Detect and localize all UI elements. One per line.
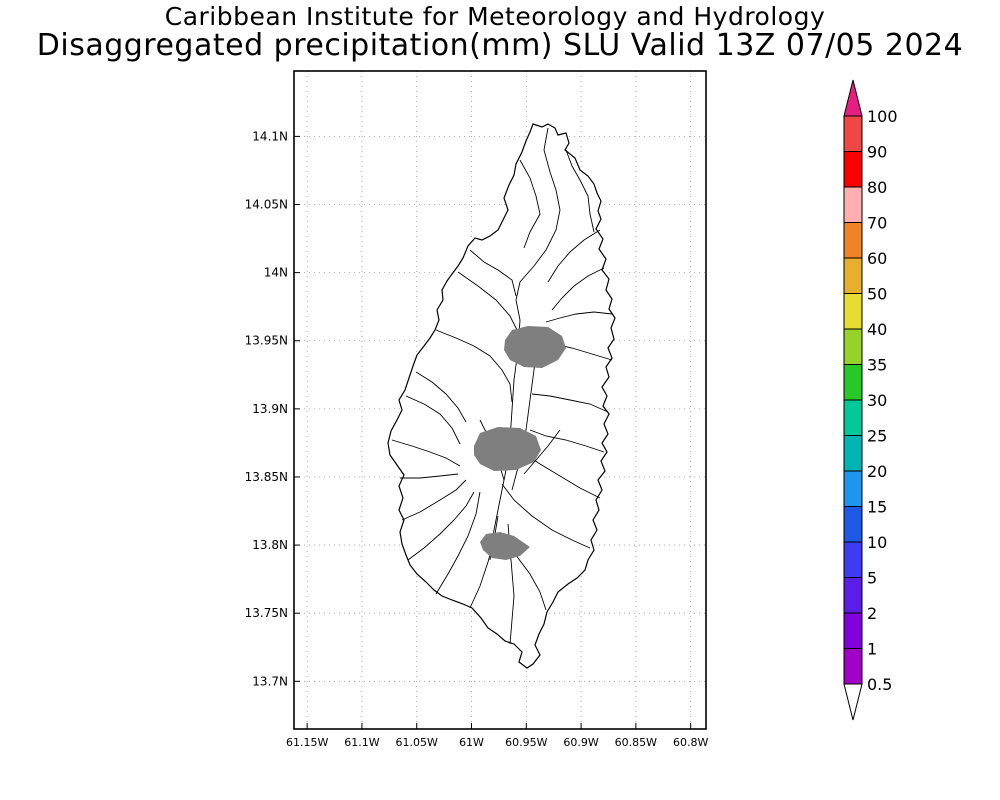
y-axis: 14.1N 14.05N 14N 13.95N 13.9N 13.85N 13.8N 13.7…: [245, 129, 300, 688]
colorbar-box: [843, 115, 863, 152]
map-frame: [293, 70, 707, 730]
colorbar-box: [843, 222, 863, 259]
colorbar-label: 80: [867, 178, 887, 197]
island-outline: [387, 123, 616, 669]
y-tick-label: 13.9N: [252, 402, 288, 416]
colorbar-box: [843, 435, 863, 472]
x-tick-label: 61.05W: [396, 736, 438, 749]
title-institute: Caribbean Institute for Meteorology and …: [164, 2, 826, 31]
y-tick-label: 13.8N: [252, 538, 288, 552]
colorbar-box: [843, 328, 863, 365]
y-tick-label: 13.85N: [245, 470, 288, 484]
colorbar-label: 20: [867, 462, 887, 481]
colorbar-label: 70: [867, 214, 887, 233]
precip-cell-central: [474, 427, 541, 471]
colorbar-label: 100: [867, 107, 898, 126]
x-tick-label: 61.15W: [286, 736, 328, 749]
colorbar-label: 50: [867, 285, 887, 304]
colorbar-label: 90: [867, 143, 887, 162]
y-tick-label: 14N: [264, 266, 288, 280]
colorbar-box: [843, 293, 863, 330]
x-tick-label: 61.1W: [344, 736, 379, 749]
colorbar-label: 0.5: [867, 675, 892, 694]
x-tick-label: 60.9W: [563, 736, 598, 749]
x-tick-label: 61W: [459, 736, 484, 749]
colorbar: 100 90 80 70 60 50 40 35 30 25 20 15 10 5 2 1 0.5: [843, 79, 898, 721]
colorbar-label: 25: [867, 427, 887, 446]
x-tick-label: 60.95W: [505, 736, 547, 749]
colorbar-box: [843, 399, 863, 436]
colorbar-box: [843, 364, 863, 401]
y-tick-label: 13.7N: [252, 674, 288, 688]
colorbar-label: 10: [867, 533, 887, 552]
x-tick-label: 60.8W: [673, 736, 708, 749]
colorbar-label: 60: [867, 249, 887, 268]
colorbar-box: [843, 541, 863, 578]
y-tick-label: 14.05N: [245, 198, 288, 212]
precip-cell-south: [480, 532, 530, 560]
colorbar-label: 30: [867, 391, 887, 410]
y-tick-label: 13.75N: [245, 606, 288, 620]
colorbar-box: [843, 648, 863, 685]
y-tick-label: 13.95N: [245, 334, 288, 348]
colorbar-box: [843, 470, 863, 507]
colorbar-label: 40: [867, 320, 887, 339]
precip-cell-north: [504, 326, 566, 368]
colorbar-box: [843, 151, 863, 188]
colorbar-label: 35: [867, 356, 887, 375]
colorbar-box: [843, 186, 863, 223]
colorbar-over-arrow: [843, 79, 863, 117]
colorbar-box: [843, 612, 863, 649]
precip-layer: [474, 326, 566, 560]
title-product: Disaggregated precipitation(mm) SLU Vali…: [36, 28, 964, 63]
colorbar-box: [843, 506, 863, 543]
x-axis: 61.15W 61.1W 61.05W 61W 60.95W 60.9W 60.85W 60.…: [286, 723, 708, 749]
colorbar-under-arrow: [843, 683, 863, 721]
y-tick-label: 14.1N: [252, 129, 288, 143]
colorbar-label: 5: [867, 569, 877, 588]
x-tick-label: 60.85W: [615, 736, 657, 749]
colorbar-box: [843, 577, 863, 614]
colorbar-label: 15: [867, 498, 887, 517]
colorbar-box: [843, 257, 863, 294]
colorbar-label: 1: [867, 640, 877, 659]
colorbar-label: 2: [867, 604, 877, 623]
